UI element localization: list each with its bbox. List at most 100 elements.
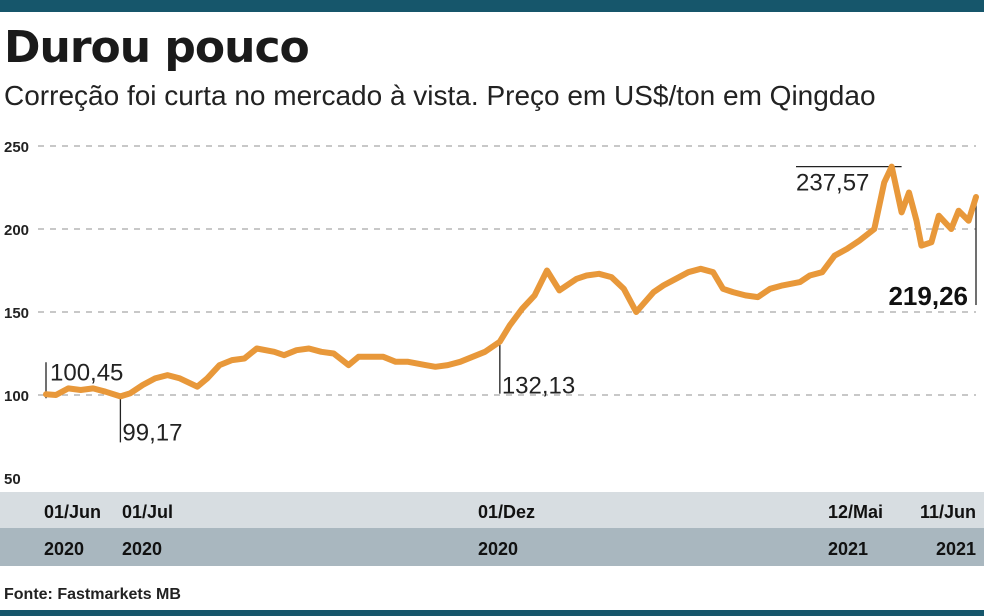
price-point xyxy=(742,292,748,298)
x-axis-bands: 01/Jun 2020 01/Jul 2020 01/Dez 2020 12/Mai 2021… xyxy=(0,492,984,566)
x-year-label: 2021 xyxy=(828,539,868,559)
source-note: Fonte: Fastmarkets MB xyxy=(4,586,181,603)
x-date-label: 01/Jun xyxy=(44,502,101,522)
price-point xyxy=(780,282,786,288)
top-accent-bar xyxy=(0,0,984,12)
price-point xyxy=(117,393,123,399)
price-point xyxy=(574,276,580,282)
price-point xyxy=(432,364,438,370)
price-point xyxy=(956,208,962,214)
price-point xyxy=(899,209,905,215)
price-point xyxy=(832,253,838,259)
price-point xyxy=(584,272,590,278)
price-point xyxy=(393,359,399,365)
annotation-leaders xyxy=(45,165,977,443)
price-point xyxy=(633,309,639,315)
price-point xyxy=(405,359,411,365)
bottom-accent-bar xyxy=(0,610,984,616)
price-point xyxy=(368,354,374,360)
y-tick-label: 50 xyxy=(4,471,21,488)
price-point xyxy=(913,218,919,224)
price-point xyxy=(380,354,386,360)
price-point xyxy=(103,389,109,395)
price-point xyxy=(871,226,877,232)
price-point xyxy=(532,292,538,298)
price-point xyxy=(928,239,934,245)
annotation-label: 237,57 xyxy=(796,170,869,197)
price-point xyxy=(556,287,562,293)
price-point xyxy=(948,226,954,232)
x-date-label: 12/Mai xyxy=(828,502,883,522)
price-point xyxy=(767,286,773,292)
annotation-label: 99,17 xyxy=(122,419,182,446)
price-point xyxy=(306,346,312,352)
price-point xyxy=(544,268,550,274)
annotation-label: 100,45 xyxy=(50,359,123,386)
price-point xyxy=(966,218,972,224)
y-tick-label: 150 xyxy=(4,305,29,322)
y-tick-label: 250 xyxy=(4,139,29,156)
annotation-labels: 100,45 99,17 132,13 237,57 219,26 xyxy=(50,170,968,447)
price-point xyxy=(152,375,158,381)
price-point xyxy=(204,375,210,381)
price-point xyxy=(906,189,912,195)
price-point xyxy=(755,294,761,300)
price-point xyxy=(918,243,924,249)
price-point xyxy=(973,194,979,200)
price-point xyxy=(673,276,679,282)
price-point xyxy=(422,362,428,368)
annotation-label: 219,26 xyxy=(888,281,968,311)
gridlines xyxy=(38,145,976,396)
x-date-label: 11/Jun xyxy=(920,502,976,522)
price-point xyxy=(271,349,277,355)
x-date-label: 01/Dez xyxy=(478,502,535,522)
chart-title: Durou pouco xyxy=(4,22,310,73)
price-point xyxy=(881,180,887,186)
annotation-label: 132,13 xyxy=(502,373,575,400)
price-point xyxy=(355,354,361,360)
price-point xyxy=(445,362,451,368)
price-point xyxy=(685,269,691,275)
price-point xyxy=(127,390,133,396)
x-year-label: 2020 xyxy=(44,539,84,559)
price-point xyxy=(889,164,895,170)
price-point xyxy=(497,339,503,345)
price-point xyxy=(217,362,223,368)
price-point xyxy=(43,391,49,397)
price-point xyxy=(730,289,736,295)
price-point xyxy=(140,382,146,388)
price-point xyxy=(482,349,488,355)
price-points xyxy=(43,164,979,400)
x-year-label: 2020 xyxy=(478,539,518,559)
price-point xyxy=(519,306,525,312)
date-band xyxy=(0,492,984,528)
price-point xyxy=(698,266,704,272)
y-tick-label: 100 xyxy=(4,388,29,405)
price-series-line xyxy=(43,163,979,400)
price-point xyxy=(194,384,200,390)
price-point xyxy=(241,355,247,361)
price-point xyxy=(936,213,942,219)
price-point xyxy=(318,349,324,355)
price-point xyxy=(331,351,337,357)
price-point xyxy=(807,272,813,278)
x-date-label: 01/Jul xyxy=(122,502,173,522)
y-tick-label: 200 xyxy=(4,222,29,239)
price-point xyxy=(165,372,171,378)
price-point xyxy=(229,357,235,363)
price-point xyxy=(507,322,513,328)
year-band xyxy=(0,528,984,566)
price-point xyxy=(661,282,667,288)
price-point xyxy=(254,346,260,352)
price-point xyxy=(720,286,726,292)
price-point xyxy=(710,269,716,275)
price-point xyxy=(293,347,299,353)
price-point xyxy=(856,238,862,244)
price-point xyxy=(844,246,850,252)
chart-subtitle: Correção foi curta no mercado à vista. P… xyxy=(4,80,876,111)
price-point xyxy=(621,286,627,292)
price-point xyxy=(651,289,657,295)
price-point xyxy=(177,375,183,381)
price-point xyxy=(797,279,803,285)
price-point xyxy=(470,354,476,360)
